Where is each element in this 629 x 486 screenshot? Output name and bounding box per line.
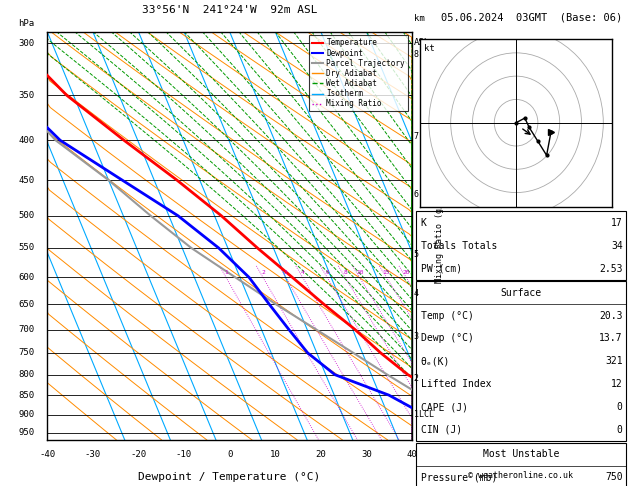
Legend: Temperature, Dewpoint, Parcel Trajectory, Dry Adiabat, Wet Adiabat, Isotherm, Mi: Temperature, Dewpoint, Parcel Trajectory… (309, 35, 408, 111)
Text: 750: 750 (605, 472, 623, 482)
Text: km: km (414, 15, 425, 23)
Text: -30: -30 (85, 450, 101, 459)
Text: Temp (°C): Temp (°C) (421, 311, 474, 321)
Text: 0: 0 (617, 425, 623, 435)
Text: Dewp (°C): Dewp (°C) (421, 333, 474, 344)
Text: 400: 400 (18, 136, 35, 145)
Text: 500: 500 (18, 211, 35, 220)
Text: 0: 0 (617, 402, 623, 412)
Text: Mixing Ratio (g/kg): Mixing Ratio (g/kg) (435, 188, 444, 283)
Text: ASL: ASL (414, 38, 430, 47)
Text: Dewpoint / Temperature (°C): Dewpoint / Temperature (°C) (138, 472, 321, 483)
Text: 600: 600 (18, 273, 35, 282)
Text: -40: -40 (39, 450, 55, 459)
Text: 20.3: 20.3 (599, 311, 623, 321)
Text: 8: 8 (414, 50, 419, 59)
Text: 5: 5 (414, 250, 419, 259)
Text: 40: 40 (406, 450, 418, 459)
Text: 2: 2 (261, 270, 265, 276)
Text: Pressure (mb): Pressure (mb) (421, 472, 497, 482)
Text: 4: 4 (301, 270, 304, 276)
Text: 7: 7 (414, 132, 419, 140)
Text: 550: 550 (18, 243, 35, 253)
Text: 4: 4 (414, 289, 419, 298)
Text: © weatheronline.co.uk: © weatheronline.co.uk (469, 470, 573, 480)
Text: kt: kt (424, 44, 435, 53)
Text: Lifted Index: Lifted Index (421, 379, 491, 389)
Text: 12: 12 (611, 379, 623, 389)
Text: 33°56'N  241°24'W  92m ASL: 33°56'N 241°24'W 92m ASL (142, 5, 318, 15)
Text: 8: 8 (343, 270, 347, 276)
Text: 15: 15 (382, 270, 390, 276)
Text: θₑ(K): θₑ(K) (421, 356, 450, 366)
Text: 700: 700 (18, 325, 35, 334)
Text: 20: 20 (315, 450, 326, 459)
Text: 450: 450 (18, 175, 35, 185)
Text: 800: 800 (18, 370, 35, 379)
Text: CIN (J): CIN (J) (421, 425, 462, 435)
Text: 3: 3 (284, 270, 287, 276)
Text: 750: 750 (18, 348, 35, 357)
Text: Most Unstable: Most Unstable (482, 449, 559, 459)
Text: 34: 34 (611, 241, 623, 251)
Text: 900: 900 (18, 410, 35, 419)
Text: 05.06.2024  03GMT  (Base: 06): 05.06.2024 03GMT (Base: 06) (442, 12, 623, 22)
Text: 350: 350 (18, 91, 35, 100)
Text: 2: 2 (414, 374, 419, 382)
Text: 950: 950 (18, 428, 35, 437)
Text: Totals Totals: Totals Totals (421, 241, 497, 251)
Text: 13.7: 13.7 (599, 333, 623, 344)
Text: CAPE (J): CAPE (J) (421, 402, 468, 412)
Text: -10: -10 (176, 450, 192, 459)
Text: 3: 3 (414, 332, 419, 341)
Text: K: K (421, 218, 426, 228)
Text: 650: 650 (18, 300, 35, 309)
Text: 10: 10 (356, 270, 364, 276)
Text: PW (cm): PW (cm) (421, 263, 462, 274)
Text: 0: 0 (227, 450, 232, 459)
Text: 850: 850 (18, 391, 35, 399)
Text: 10: 10 (270, 450, 281, 459)
Text: 321: 321 (605, 356, 623, 366)
Text: -20: -20 (130, 450, 147, 459)
Text: 2.53: 2.53 (599, 263, 623, 274)
Text: Surface: Surface (500, 288, 542, 298)
Text: 17: 17 (611, 218, 623, 228)
Text: 30: 30 (361, 450, 372, 459)
Text: 1: 1 (224, 270, 228, 276)
Text: 20: 20 (403, 270, 410, 276)
Text: 6: 6 (414, 191, 419, 199)
Text: 1LCL: 1LCL (414, 410, 434, 419)
Text: 300: 300 (18, 38, 35, 48)
Text: 6: 6 (325, 270, 329, 276)
Text: hPa: hPa (18, 18, 35, 28)
